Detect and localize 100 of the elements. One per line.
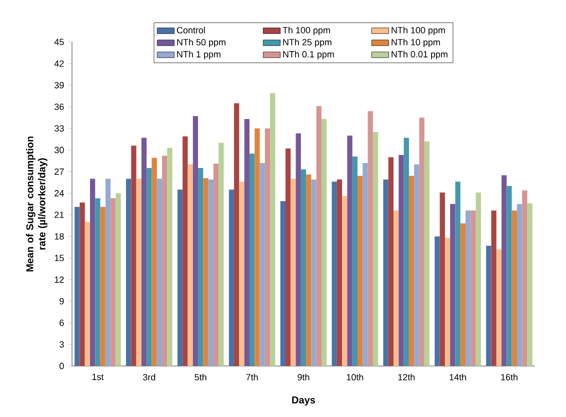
x-tick-label: 14th <box>450 374 466 380</box>
bar <box>450 204 456 366</box>
bar <box>455 182 460 366</box>
bar <box>234 103 240 366</box>
bar <box>285 148 291 366</box>
y-tick-label: 21 <box>54 212 64 218</box>
bar <box>368 111 373 366</box>
bar <box>136 178 142 366</box>
bar <box>192 116 198 366</box>
bar <box>290 178 296 366</box>
bar <box>218 142 224 366</box>
legend-label: NTh 1 ppm <box>177 50 220 60</box>
bar <box>270 93 276 366</box>
bar <box>116 193 121 366</box>
bar <box>316 106 322 366</box>
legend-label: Th 100 ppm <box>282 26 330 36</box>
bar <box>110 198 116 366</box>
y-tick-label: 33 <box>54 125 64 132</box>
bar <box>146 168 152 366</box>
bar <box>352 156 358 366</box>
y-tick-label: 24 <box>54 190 64 196</box>
x-tick-label: 1st <box>92 374 104 380</box>
bar <box>506 186 512 366</box>
bar <box>296 133 301 366</box>
bar <box>177 190 183 366</box>
bar <box>280 201 286 366</box>
y-tick-label: 12 <box>54 276 64 283</box>
bar <box>126 178 132 366</box>
bar <box>496 249 502 366</box>
x-tick-label: 10th <box>346 374 364 380</box>
bar <box>152 158 157 366</box>
x-tick-label: 9th <box>298 374 310 380</box>
bar <box>358 176 363 366</box>
bar <box>203 178 208 366</box>
bar <box>198 168 204 366</box>
bar <box>460 223 466 366</box>
legend-label: NTh 10 ppm <box>392 38 440 48</box>
bar <box>84 222 90 366</box>
y-tick-label: 45 <box>54 38 64 46</box>
bar <box>408 176 414 366</box>
bar <box>264 128 270 366</box>
bar <box>512 210 517 366</box>
bar <box>522 190 528 366</box>
bar <box>470 210 476 366</box>
y-tick-label: 9 <box>60 298 64 304</box>
bar <box>516 204 522 366</box>
legend-label: NTh 0.01 ppm <box>392 50 448 60</box>
bar <box>213 164 219 366</box>
bar <box>444 238 450 366</box>
bar <box>372 132 378 366</box>
bar <box>347 136 352 366</box>
bar <box>167 148 172 366</box>
bar <box>260 162 265 366</box>
x-tick-label: 16th <box>501 374 518 380</box>
bar <box>414 164 420 366</box>
bar <box>466 210 471 366</box>
bar <box>95 198 100 366</box>
x-tick-label: 3rd <box>143 374 156 380</box>
bar <box>188 164 193 366</box>
bar <box>332 182 337 366</box>
bar <box>491 210 496 366</box>
bar <box>424 141 430 366</box>
y-tick-label: 15 <box>54 254 64 262</box>
x-tick-label: 7th <box>246 374 258 380</box>
bar <box>156 178 162 366</box>
y-tick-label: 36 <box>54 104 64 110</box>
bar <box>394 210 399 366</box>
x-tick-label: 5th <box>194 374 206 380</box>
legend-label: NTh 50 ppm <box>177 38 226 48</box>
bar <box>440 192 445 366</box>
bar <box>228 190 234 366</box>
bar <box>80 202 85 366</box>
bar <box>239 182 244 366</box>
bar <box>476 192 481 366</box>
x-axis-title: Days <box>292 396 316 406</box>
x-tick-label: 12th <box>398 374 415 380</box>
bar <box>383 180 388 366</box>
y-tick-label: 39 <box>54 82 64 88</box>
y-tick-label: 6 <box>60 320 64 326</box>
bar <box>336 180 342 366</box>
legend-label: NTh 25 ppm <box>283 38 332 48</box>
bar <box>486 246 492 366</box>
legend-label: Control <box>176 26 205 34</box>
y-tick-label: 42 <box>54 60 64 67</box>
bar <box>398 155 404 366</box>
bar <box>388 157 394 366</box>
y-tick-label: 18 <box>54 233 64 240</box>
bar <box>419 118 424 366</box>
y-axis-title: Mean of Sugar consumption rate (µl/worker/day) <box>26 136 48 272</box>
y-tick-label: 30 <box>54 146 64 154</box>
bar <box>300 169 306 366</box>
bar <box>527 203 532 366</box>
bar <box>105 178 111 366</box>
bar <box>502 175 507 366</box>
bar <box>342 196 348 366</box>
bar <box>404 138 409 366</box>
bar <box>322 119 327 366</box>
bar <box>249 154 255 366</box>
bar <box>311 180 316 366</box>
bar <box>90 178 96 366</box>
